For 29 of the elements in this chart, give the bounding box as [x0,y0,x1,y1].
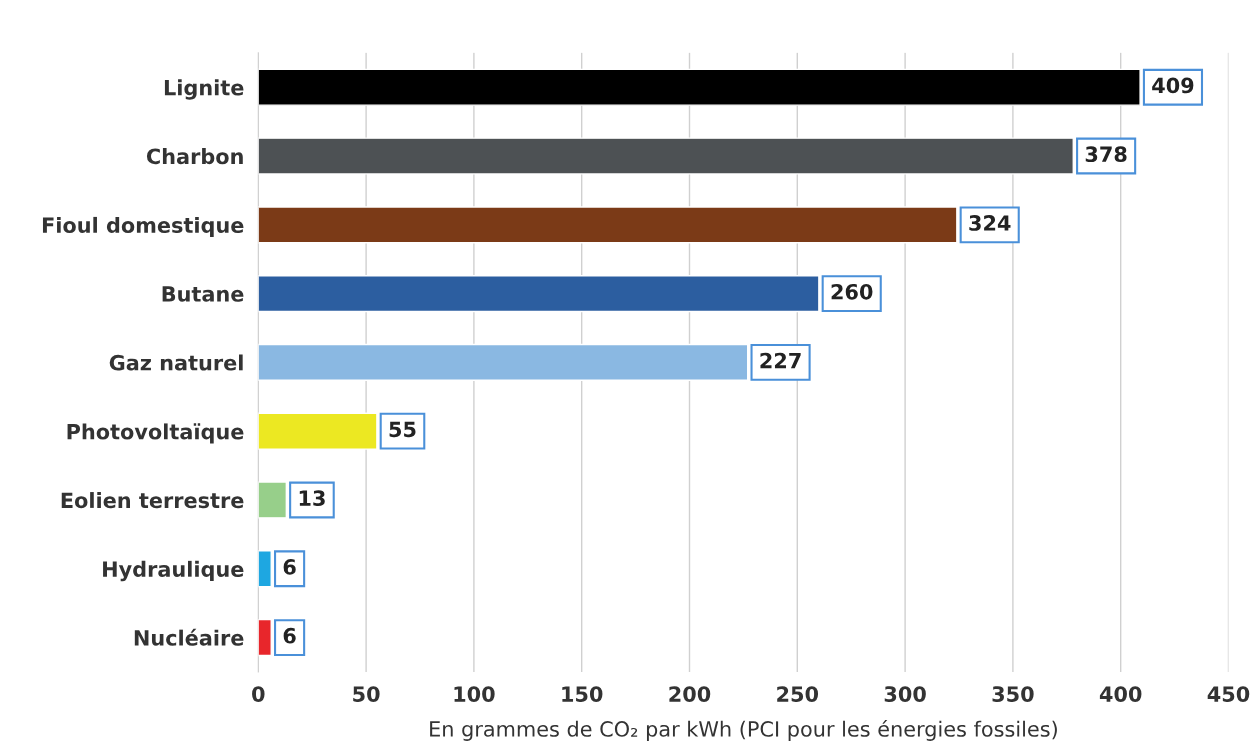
y-tick-label: Butane [162,286,244,302]
x-axis-title: En grammes de CO₂ par kWh (PCI pour les énergies fossiles) [430,719,1057,741]
x-tick-label: 100 [454,686,495,702]
data-label: 13 [299,490,325,507]
y-tick-label: Gaz naturel [109,354,243,371]
data-label: 324 [969,215,1011,231]
data-label: 6 [283,627,296,644]
x-tick-label: 350 [992,686,1034,702]
x-tick-label: 150 [562,686,603,702]
data-label: 6 [283,559,296,575]
y-tick-label: Nucléaire [134,628,244,646]
data-label: 409 [1152,77,1194,94]
y-tick-label: Hydraulique [103,560,244,582]
y-tick-label: Eolien terrestre [61,492,244,509]
y-tick-label: Lignite [164,79,244,100]
x-tick-label: 0 [252,686,265,702]
x-tick-label: 50 [353,686,380,702]
x-tick-label: 400 [1099,686,1142,702]
y-tick-label: Charbon [146,148,243,165]
x-tick-label: 250 [777,686,819,702]
data-label: 55 [389,421,416,438]
x-tick-label: 450 [1207,686,1250,702]
data-label: 227 [760,352,801,369]
data-label: 260 [831,283,873,300]
y-tick-label: Fioul domestique [42,216,244,238]
data-label: 378 [1085,146,1127,163]
x-tick-label: 200 [669,686,711,702]
y-tick-label: Photovoltaïque [67,423,244,444]
x-tick-label: 300 [884,686,926,702]
